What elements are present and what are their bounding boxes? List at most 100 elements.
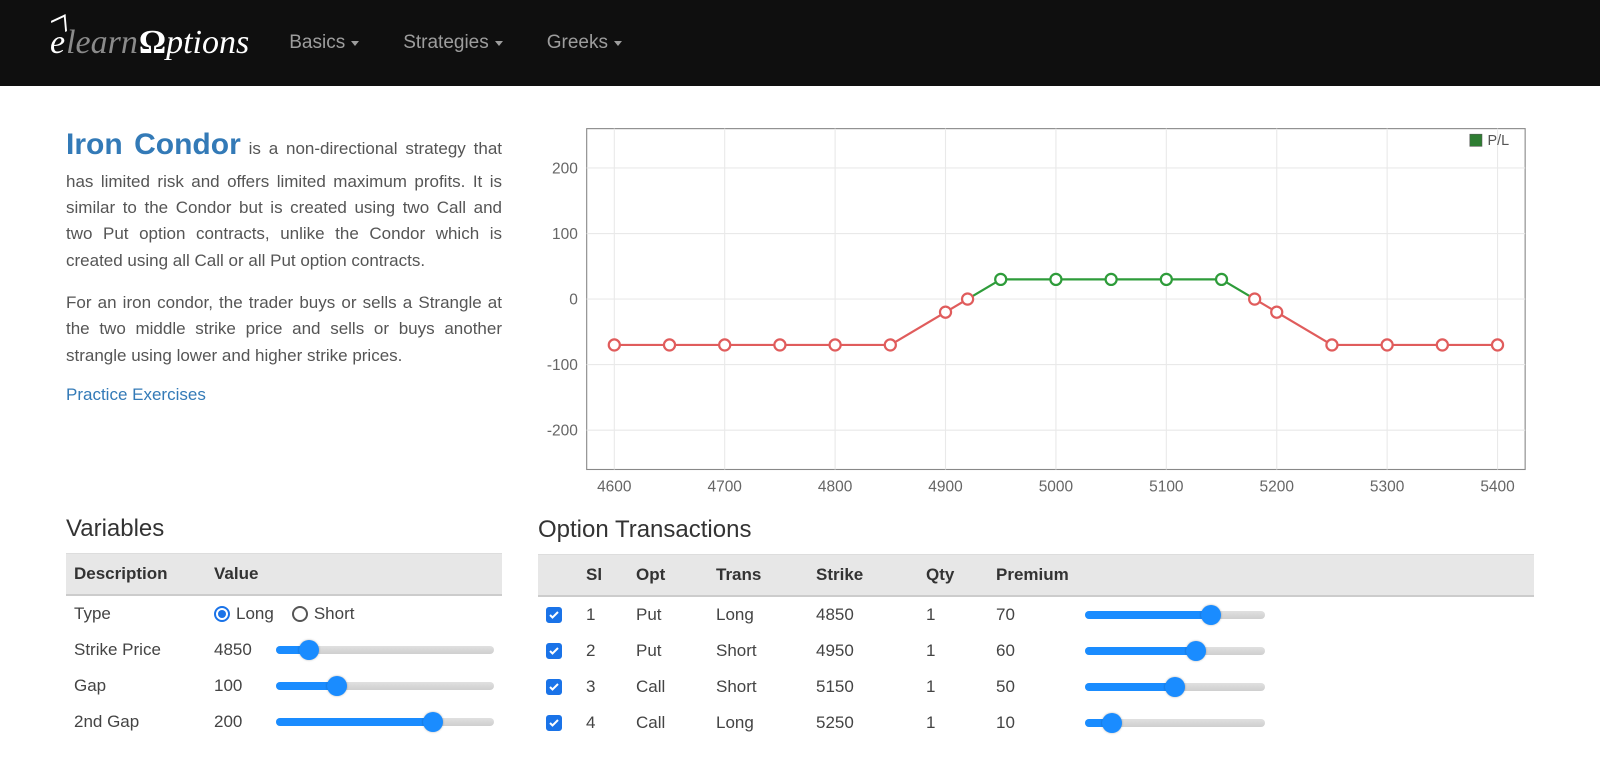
transactions-header [538, 555, 578, 597]
variables-header: Value [206, 553, 502, 595]
transaction-opt: Put [628, 596, 708, 633]
left-column: Iron Condor is a non-directional strateg… [66, 122, 502, 741]
transaction-trans: Long [708, 705, 808, 741]
svg-text:5200: 5200 [1260, 479, 1294, 496]
transaction-strike: 5150 [808, 669, 918, 705]
premium-slider[interactable] [1085, 642, 1265, 660]
svg-text:5400: 5400 [1480, 479, 1514, 496]
transactions-header: Premium [988, 555, 1077, 597]
transaction-checkbox[interactable] [546, 643, 562, 659]
logo[interactable]: elearnΩptions [50, 24, 249, 62]
nav-item-basics[interactable]: Basics [289, 32, 359, 54]
chevron-down-icon [495, 41, 503, 46]
transaction-row: 1PutLong4850170 [538, 596, 1534, 633]
variables-heading: Variables [66, 515, 502, 543]
variables-row: 2nd Gap 200 [66, 704, 502, 740]
variable-description: 2nd Gap [66, 704, 206, 740]
variables-table: DescriptionValue Type Long Short Strike Pri… [66, 553, 502, 740]
variable-description: Strike Price [66, 632, 206, 668]
desc-paragraph-2: For an iron condor, the trader buys or s… [66, 290, 502, 369]
svg-text:-200: -200 [547, 423, 578, 440]
transaction-checkbox[interactable] [546, 679, 562, 695]
transaction-row: 4CallLong5250110 [538, 705, 1534, 741]
transactions-header: Qty [918, 555, 988, 597]
transaction-sl: 2 [578, 633, 628, 669]
variables-header: Description [66, 553, 206, 595]
transactions-table: SlOptTransStrikeQtyPremium 1PutLong48501… [538, 554, 1534, 741]
transaction-premium: 70 [988, 596, 1077, 633]
navbar: elearnΩptions Basics Strategies Greeks [0, 0, 1600, 86]
variable-value-cell: Long Short [206, 595, 502, 632]
main-container: Iron Condor is a non-directional strateg… [0, 86, 1600, 761]
transaction-sl: 1 [578, 596, 628, 633]
variables-row: Strike Price 4850 [66, 632, 502, 668]
svg-text:5100: 5100 [1149, 479, 1183, 496]
svg-text:4600: 4600 [597, 479, 631, 496]
variables-row: Type Long Short [66, 595, 502, 632]
premium-slider[interactable] [1085, 678, 1265, 696]
practice-exercises-link[interactable]: Practice Exercises [66, 385, 502, 405]
variables-row: Gap 100 [66, 668, 502, 704]
transactions-header [1077, 555, 1534, 597]
transactions-header: Sl [578, 555, 628, 597]
variable-value-cell: 4850 [206, 632, 502, 668]
variable-value: 200 [214, 712, 258, 732]
transaction-qty: 1 [918, 633, 988, 669]
transaction-row: 3CallShort5150150 [538, 669, 1534, 705]
transaction-premium: 10 [988, 705, 1077, 741]
premium-slider[interactable] [1085, 714, 1265, 732]
transactions-heading: Option Transactions [538, 516, 1534, 544]
variable-slider[interactable] [276, 677, 494, 695]
svg-text:4900: 4900 [928, 479, 962, 496]
radio-long[interactable]: Long [214, 604, 274, 624]
variable-value: 4850 [214, 640, 258, 660]
svg-text:0: 0 [569, 292, 578, 309]
transaction-trans: Short [708, 669, 808, 705]
transaction-qty: 1 [918, 669, 988, 705]
transaction-premium: 60 [988, 633, 1077, 669]
svg-text:5300: 5300 [1370, 479, 1404, 496]
variable-value-cell: 100 [206, 668, 502, 704]
svg-text:4700: 4700 [707, 479, 741, 496]
svg-text:200: 200 [552, 161, 578, 178]
transaction-strike: 4850 [808, 596, 918, 633]
chevron-down-icon [351, 41, 359, 46]
svg-text:100: 100 [552, 226, 578, 243]
premium-slider[interactable] [1085, 606, 1265, 624]
transactions-header: Opt [628, 555, 708, 597]
right-column: 460047004800490050005100520053005400-200… [538, 122, 1534, 741]
variable-description: Type [66, 595, 206, 632]
transaction-sl: 3 [578, 669, 628, 705]
transaction-row: 2PutShort4950160 [538, 633, 1534, 669]
transactions-header: Strike [808, 555, 918, 597]
nav-item-greeks[interactable]: Greeks [547, 32, 622, 54]
transactions-header: Trans [708, 555, 808, 597]
svg-text:P/L: P/L [1488, 133, 1510, 149]
variable-value: 100 [214, 676, 258, 696]
transaction-strike: 4950 [808, 633, 918, 669]
svg-text:5000: 5000 [1039, 479, 1073, 496]
nav-item-strategies[interactable]: Strategies [403, 32, 503, 54]
transaction-sl: 4 [578, 705, 628, 741]
transaction-strike: 5250 [808, 705, 918, 741]
svg-text:-100: -100 [547, 357, 578, 374]
variable-slider[interactable] [276, 641, 494, 659]
variable-description: Gap [66, 668, 206, 704]
chevron-down-icon [614, 41, 622, 46]
transaction-checkbox[interactable] [546, 715, 562, 731]
page-title: Iron Condor [66, 128, 241, 161]
variable-slider[interactable] [276, 713, 494, 731]
transaction-premium: 50 [988, 669, 1077, 705]
strategy-description: Iron Condor is a non-directional strateg… [66, 122, 502, 369]
svg-text:4800: 4800 [818, 479, 852, 496]
transaction-qty: 1 [918, 596, 988, 633]
transaction-trans: Short [708, 633, 808, 669]
transaction-opt: Put [628, 633, 708, 669]
transaction-checkbox[interactable] [546, 607, 562, 623]
pl-chart: 4600 4700 4800 4900 5000 5100 5200 5300 5400 -200… [538, 122, 1534, 498]
transaction-qty: 1 [918, 705, 988, 741]
transaction-opt: Call [628, 705, 708, 741]
radio-short[interactable]: Short [292, 604, 355, 624]
variable-value-cell: 200 [206, 704, 502, 740]
transaction-opt: Call [628, 669, 708, 705]
